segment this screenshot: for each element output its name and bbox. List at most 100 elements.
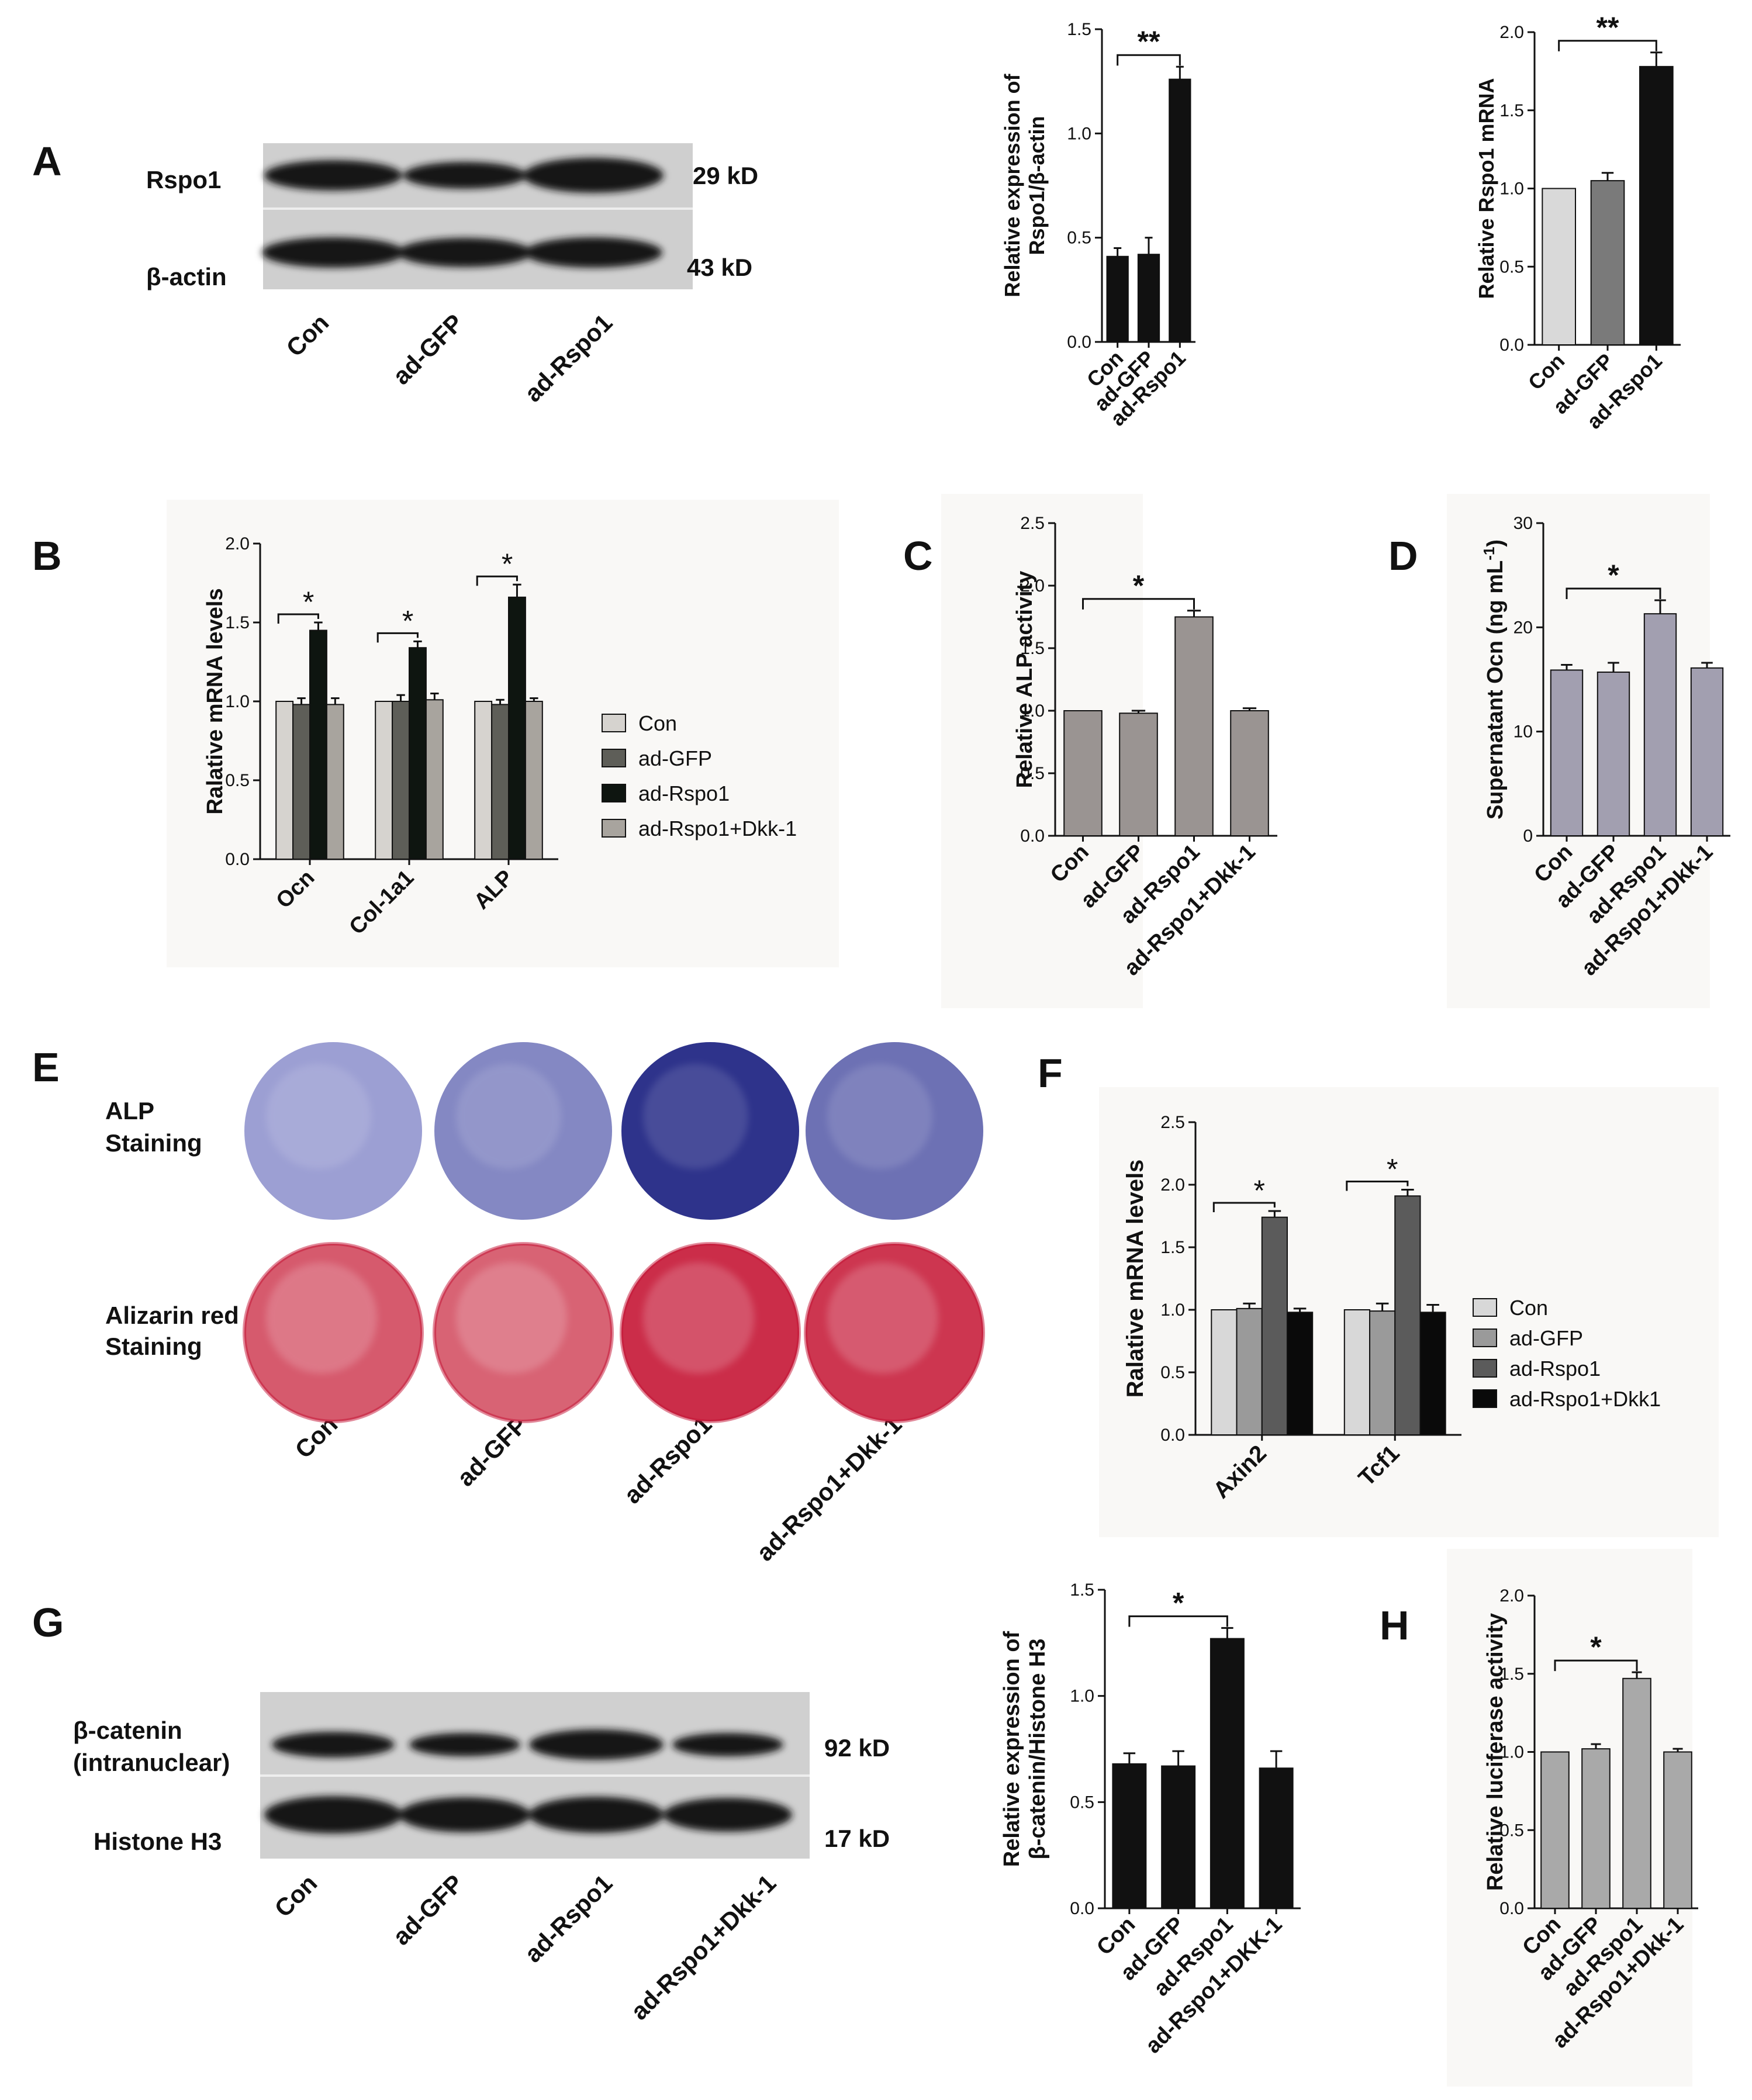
significance-star: * xyxy=(1590,1631,1602,1663)
significance-bracket xyxy=(277,613,319,624)
e-lane-dkk: ad-Rspo1+Dkk-1 xyxy=(751,1410,907,1566)
blot-g-lane-gfp: ad-GFP xyxy=(388,1869,469,1950)
significance-bracket xyxy=(376,632,419,643)
significance-bracket xyxy=(1346,1181,1409,1191)
significance-star: * xyxy=(1133,569,1145,602)
y-tick-label: 1.0 xyxy=(1020,701,1045,721)
bar xyxy=(1394,1195,1421,1435)
blot-g-row-h3: Histone H3 xyxy=(94,1828,222,1855)
y-tick-label: 1.0 xyxy=(1070,1687,1094,1706)
blot-g-size-92: 92 kD xyxy=(824,1734,890,1762)
significance-bracket xyxy=(1558,40,1657,51)
y-tick-label: 1.0 xyxy=(1160,1300,1185,1320)
bar xyxy=(1419,1312,1446,1436)
panel-letter-c: C xyxy=(903,533,933,579)
bar xyxy=(275,701,294,860)
blot-a-lane-rspo1: ad-Rspo1 xyxy=(519,309,618,407)
band-h3-dkk xyxy=(664,1798,792,1832)
y-tick-label: 1.0 xyxy=(225,692,250,711)
legend-swatch xyxy=(602,749,626,767)
band-h3-con xyxy=(264,1796,402,1833)
bar xyxy=(1581,1748,1611,1909)
bar xyxy=(1210,1638,1245,1909)
panel-letter-h: H xyxy=(1380,1603,1409,1648)
y-axis-label: Ralative mRNA levels xyxy=(203,588,227,814)
significance-star: * xyxy=(303,586,314,618)
y-axis-label: Relative luciferase activity xyxy=(1483,1613,1508,1891)
y-tick-label: 2.0 xyxy=(1160,1175,1185,1195)
y-axis-label: β-catenin/Histone H3 xyxy=(1025,1639,1050,1860)
y-axis-label: Rspo1/β-actin xyxy=(1025,116,1049,255)
panel-h-background xyxy=(1447,1549,1692,2087)
bar xyxy=(1643,613,1677,837)
panel-letter-a: A xyxy=(32,139,62,184)
bar xyxy=(1261,1216,1288,1435)
y-axis-label: Relative expression of xyxy=(1000,73,1024,297)
blot-g-row-catenin: β-catenin xyxy=(73,1717,182,1744)
significance-bracket xyxy=(1212,1202,1276,1212)
significance-star: * xyxy=(502,548,513,580)
bar xyxy=(1230,710,1269,836)
legend-swatch xyxy=(602,714,626,732)
band-h3-rspo1 xyxy=(529,1797,664,1833)
panel-c-background xyxy=(941,494,1143,1008)
bar xyxy=(474,701,493,860)
blot-g-lane-dkk: ad-Rspo1+Dkk-1 xyxy=(626,1869,782,2025)
significance-star: * xyxy=(1608,559,1619,591)
y-tick-label: 0.0 xyxy=(1070,1899,1094,1918)
legend-label: ad-Rspo1+Dkk-1 xyxy=(638,817,797,840)
band-actin-rspo1 xyxy=(524,237,662,268)
y-tick-label: 2.0 xyxy=(225,534,250,553)
y-tick-label: 1.5 xyxy=(1067,20,1091,39)
bar xyxy=(409,647,427,860)
y-tick-label: 1.5 xyxy=(1160,1238,1185,1257)
y-tick-label: 1.5 xyxy=(1070,1580,1094,1600)
bar xyxy=(1286,1312,1314,1436)
legend-swatch xyxy=(602,819,626,838)
bar xyxy=(1112,1763,1147,1909)
y-tick-label: 0.0 xyxy=(225,850,250,869)
y-tick-label: 0.5 xyxy=(1070,1793,1094,1812)
e-row-alizarin-label2: Staining xyxy=(105,1333,202,1360)
y-axis-label: Ralative mRNA levels xyxy=(1122,1160,1148,1398)
blot-g-row-intranuclear: (intranuclear) xyxy=(73,1749,230,1776)
legend-label: ad-GFP xyxy=(638,746,712,770)
band-actin-con xyxy=(262,237,405,268)
band-rspo1-rspo1 xyxy=(523,158,664,193)
legend-swatch xyxy=(602,784,626,802)
alizarin-well-rim xyxy=(620,1242,801,1423)
y-tick-label: 0.5 xyxy=(225,771,250,790)
bar xyxy=(1590,180,1625,345)
legend-label: Con xyxy=(638,711,677,735)
significance-bracket xyxy=(1128,1615,1228,1627)
y-tick-label: 0.0 xyxy=(1499,335,1524,355)
y-tick-label: 10 xyxy=(1513,722,1533,742)
legend-label: ad-Rspo1 xyxy=(1509,1357,1601,1381)
y-tick-label: 0.5 xyxy=(1499,257,1524,276)
chart-g: 0.0 0.5 1.0 1.5 Relative expression of β-cate… xyxy=(1000,1580,1301,2059)
alizarin-well-highlight xyxy=(266,1262,377,1374)
y-tick-label: 1.0 xyxy=(1499,1743,1524,1762)
bar xyxy=(1063,710,1103,836)
significance-bracket xyxy=(1554,1659,1638,1672)
blot-a-size-43: 43 kD xyxy=(687,254,752,281)
bar xyxy=(1137,254,1160,343)
y-tick-label: 1.5 xyxy=(1020,639,1045,658)
e-lane-rspo1: ad-Rspo1 xyxy=(618,1410,717,1509)
blot-a-size-29: 29 kD xyxy=(693,162,758,189)
alp-well-highlight xyxy=(456,1064,561,1169)
y-tick-label: 1.0 xyxy=(1499,179,1524,199)
y-tick-label: 2.0 xyxy=(1499,1586,1524,1606)
bar xyxy=(1161,1765,1196,1909)
y-tick-label: 1.0 xyxy=(1067,124,1091,143)
bar xyxy=(1550,669,1584,836)
y-tick-label: 0.0 xyxy=(1499,1899,1524,1918)
bar xyxy=(1211,1309,1238,1435)
significance-star: ** xyxy=(1138,25,1160,58)
band-actin-gfp xyxy=(398,238,532,267)
legend-swatch xyxy=(1473,1328,1497,1347)
y-tick-label: 1.5 xyxy=(1499,1665,1524,1684)
significance-bracket xyxy=(476,575,518,586)
significance-star: * xyxy=(1387,1153,1398,1186)
